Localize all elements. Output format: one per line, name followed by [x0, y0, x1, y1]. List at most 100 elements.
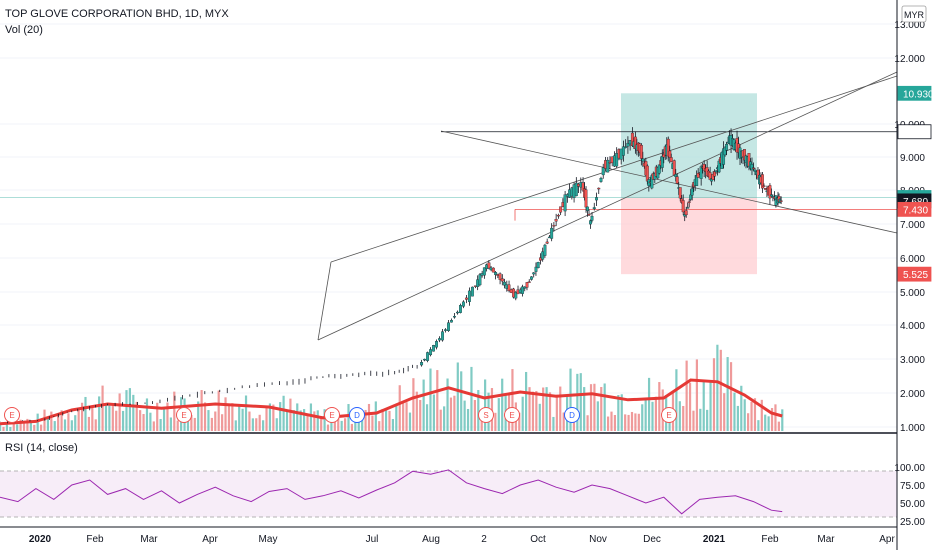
- volume-bar: [135, 401, 138, 431]
- volume-bar: [46, 417, 50, 431]
- volume-bar: [412, 378, 415, 431]
- lower-trendline[interactable]: [317, 71, 898, 341]
- price-tag-label: 7.430: [903, 205, 928, 216]
- volume-bar: [234, 420, 237, 431]
- trendlines[interactable]: [0, 71, 898, 341]
- rsi-pane[interactable]: [0, 469, 897, 518]
- volume-bar: [241, 408, 244, 431]
- volume-bar: [57, 413, 60, 431]
- volume-bar: [531, 391, 535, 431]
- volume-bar: [603, 383, 606, 431]
- volume-bar: [388, 410, 391, 431]
- candle-body: [589, 220, 592, 225]
- volume-bar: [624, 414, 627, 431]
- candle-body: [527, 281, 531, 283]
- volume-bar: [463, 400, 466, 431]
- descending-trendline[interactable]: [440, 130, 898, 234]
- wedge-left-edge[interactable]: [317, 261, 332, 341]
- volume-bar: [87, 416, 91, 431]
- volume-bar: [569, 368, 572, 431]
- candle-body: [563, 194, 567, 212]
- event-marker-split[interactable]: S: [478, 407, 494, 423]
- candle-body: [675, 176, 679, 184]
- volume-bar: [337, 411, 340, 431]
- upper-trendline[interactable]: [330, 75, 898, 263]
- time-tick-label: 2: [481, 534, 487, 545]
- volume-bar: [200, 390, 203, 431]
- volume-bar: [5, 423, 9, 431]
- volume-bar: [296, 403, 299, 431]
- candle-body: [601, 167, 605, 176]
- volume-bar: [285, 409, 289, 431]
- candle-body: [556, 214, 560, 217]
- volume-bar: [770, 408, 774, 431]
- candle-body: [521, 286, 524, 294]
- event-marker-earnings[interactable]: E: [504, 407, 520, 423]
- volume-indicator-label[interactable]: Vol (20): [5, 24, 43, 36]
- event-marker-earnings[interactable]: E: [176, 407, 192, 423]
- volume-bar: [214, 411, 217, 431]
- volume-bar: [576, 373, 579, 431]
- candle-body: [491, 267, 495, 273]
- time-axis[interactable]: 2020 Feb Mar Apr May Jul Aug 2 Oct Nov Dec 2021 Feb M…: [29, 534, 896, 545]
- candle-body: [641, 158, 645, 162]
- volume-bar: [528, 387, 531, 431]
- volume-bar: [596, 401, 599, 431]
- event-marker-earnings[interactable]: E: [324, 407, 340, 423]
- rsi-indicator-label[interactable]: RSI (14, close): [5, 442, 78, 454]
- candle-body: [552, 225, 556, 227]
- candle-body: [487, 262, 491, 269]
- volume-bar: [139, 410, 142, 431]
- volume-bar: [606, 416, 610, 431]
- volume-bar: [726, 357, 729, 431]
- volume-bar: [94, 419, 97, 431]
- volume-bar: [357, 419, 360, 431]
- candle-body: [574, 182, 578, 197]
- price-tick-label: 6.000: [900, 254, 925, 265]
- position-loss-zone[interactable]: [621, 197, 757, 275]
- candle-body: [639, 145, 643, 159]
- event-marker-earnings[interactable]: E: [661, 407, 677, 423]
- candle-body: [752, 167, 755, 169]
- candle-body: [592, 207, 596, 210]
- volume-bar: [774, 404, 777, 431]
- candle-body: [532, 272, 536, 275]
- price-tag-label: 9.765: [903, 128, 928, 139]
- price-tag-label: 5.525: [903, 270, 928, 281]
- volume-bar: [460, 371, 463, 431]
- rsi-tick-label: 100.00: [894, 463, 925, 474]
- volume-bar: [559, 386, 562, 431]
- volume-bar: [371, 415, 374, 431]
- event-marker-dividend[interactable]: D: [349, 407, 365, 423]
- event-marker-label: E: [9, 411, 14, 420]
- volume-bar: [384, 409, 388, 431]
- volume-bar: [583, 387, 586, 431]
- volume-bar: [477, 390, 480, 431]
- volume-bar: [323, 409, 326, 431]
- volume-bar: [224, 397, 227, 431]
- event-marker-dividend[interactable]: D: [564, 407, 580, 423]
- event-marker-earnings[interactable]: E: [4, 407, 20, 423]
- volume-bar: [518, 412, 521, 431]
- candle-body: [626, 142, 630, 147]
- volume-bar: [600, 386, 603, 431]
- currency-button[interactable]: [901, 5, 927, 23]
- position-tool[interactable]: [621, 93, 757, 275]
- price-tick-label: 12.000: [894, 54, 925, 65]
- candle-body: [695, 175, 699, 187]
- time-tick-label: Feb: [86, 534, 104, 545]
- volume-bar: [398, 385, 401, 431]
- rsi-axis[interactable]: 25.00 50.00 75.00 100.00: [894, 463, 925, 528]
- candle-body: [482, 267, 486, 276]
- volume-bar: [436, 370, 439, 431]
- time-tick-label: Dec: [643, 534, 661, 545]
- candle-body: [686, 207, 690, 209]
- time-tick-label: Feb: [761, 534, 779, 545]
- candle-body: [478, 274, 482, 286]
- candle-body: [763, 187, 767, 190]
- volume-bar: [395, 403, 398, 431]
